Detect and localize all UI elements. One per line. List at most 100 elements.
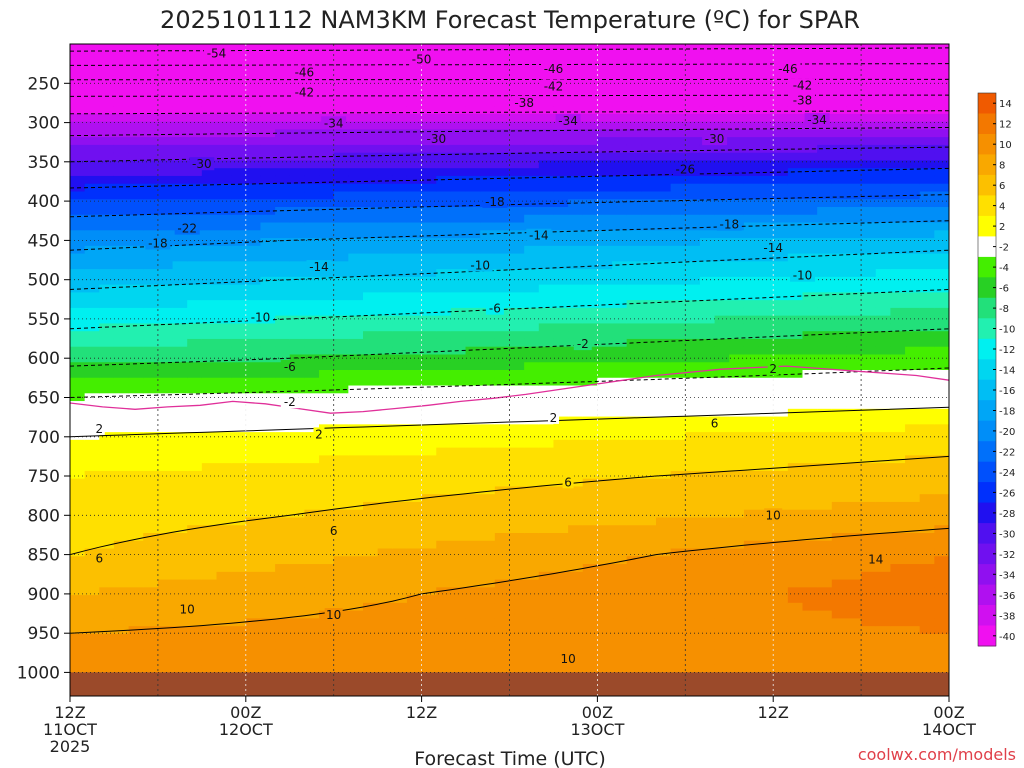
temperature-cell (450, 354, 467, 363)
temperature-cell (758, 657, 774, 666)
temperature-cell (450, 144, 467, 154)
temperature-cell (831, 98, 848, 107)
temperature-cell (275, 370, 291, 379)
temperature-cell (363, 338, 379, 348)
temperature-cell (480, 144, 496, 154)
temperature-cell (568, 509, 584, 519)
temperature-cell (758, 90, 774, 99)
temperature-cell (480, 44, 496, 53)
temperature-cell (509, 284, 525, 293)
temperature-cell (509, 51, 525, 61)
temperature-cell (450, 222, 467, 231)
temperature-cell (216, 540, 232, 550)
temperature-cell (289, 455, 305, 464)
temperature-cell (113, 98, 130, 107)
temperature-cell (714, 90, 730, 99)
temperature-cell (612, 292, 628, 301)
temperature-cell (685, 626, 701, 635)
temperature-cell (494, 354, 511, 363)
temperature-cell (934, 67, 949, 76)
temperature-cell (348, 113, 364, 123)
temperature-cell (919, 230, 935, 239)
temperature-cell (377, 610, 393, 619)
temperature-cell (656, 447, 672, 456)
temperature-cell (465, 478, 481, 488)
temperature-cell (714, 416, 730, 425)
temperature-cell (494, 315, 511, 325)
temperature-cell (553, 168, 569, 177)
temperature-cell (436, 626, 452, 635)
temperature-cell (348, 470, 364, 480)
temperature-cell (670, 486, 686, 495)
temperature-cell (304, 152, 320, 162)
temperature-cell (538, 501, 555, 511)
temperature-cell (70, 67, 86, 76)
temperature-cell (304, 641, 320, 651)
temperature-cell (70, 416, 86, 425)
temperature-cell (363, 579, 379, 588)
temperature-cell (846, 144, 862, 154)
temperature-cell (612, 121, 628, 130)
temperature-cell (890, 323, 906, 332)
temperature-cell (817, 439, 833, 449)
temperature-cell (729, 377, 745, 387)
temperature-cell (553, 175, 569, 185)
temperature-cell (582, 587, 598, 596)
temperature-cell (758, 214, 774, 224)
temperature-cell (787, 175, 804, 185)
temperature-cell (436, 657, 452, 666)
temperature-cell (450, 533, 467, 542)
temperature-cell (890, 67, 906, 76)
temperature-cell (919, 509, 935, 519)
temperature-cell (113, 269, 130, 278)
temperature-cell (465, 59, 481, 68)
temperature-cell (245, 649, 262, 658)
temperature-cell (201, 525, 218, 534)
temperature-cell (216, 657, 232, 666)
temperature-cell (363, 633, 379, 643)
temperature-cell (319, 292, 335, 301)
temperature-cell (128, 509, 144, 519)
temperature-cell (231, 113, 247, 123)
temperature-cell (699, 432, 716, 441)
temperature-cell (670, 424, 686, 433)
temperature-cell (319, 160, 335, 169)
temperature-cell (275, 571, 291, 581)
temperature-cell (348, 509, 364, 519)
temperature-cell (802, 579, 818, 588)
temperature-cell (582, 261, 598, 270)
temperature-cell (743, 51, 760, 61)
temperature-cell (626, 501, 642, 511)
temperature-cell (802, 564, 818, 573)
temperature-cell (319, 90, 335, 99)
temperature-cell (773, 478, 789, 488)
temperature-cell (612, 618, 628, 627)
temperature-cell (509, 346, 525, 356)
temperature-cell (524, 649, 540, 658)
temperature-cell (406, 610, 423, 619)
temperature-cell (406, 564, 423, 573)
temperature-cell (729, 98, 745, 107)
temperature-cell (157, 59, 174, 68)
temperature-cell (128, 548, 144, 557)
temperature-cell (773, 548, 789, 557)
temperature-cell (245, 641, 262, 651)
temperature-cell (568, 571, 584, 581)
temperature-cell (157, 501, 174, 511)
temperature-cell (392, 144, 408, 154)
temperature-cell (641, 486, 657, 495)
temperature-cell (714, 455, 730, 464)
temperature-cell (641, 292, 657, 301)
temperature-cell (875, 168, 891, 177)
temperature-cell (597, 556, 613, 565)
temperature-cell (143, 44, 159, 53)
temperature-cell (597, 129, 613, 138)
temperature-cell (421, 261, 437, 270)
temperature-cell (538, 571, 555, 581)
temperature-cell (905, 323, 921, 332)
temperature-cell (641, 377, 657, 387)
temperature-cell (641, 664, 657, 674)
temperature-cell (128, 525, 144, 534)
temperature-cell (216, 595, 232, 604)
temperature-cell (494, 657, 511, 666)
